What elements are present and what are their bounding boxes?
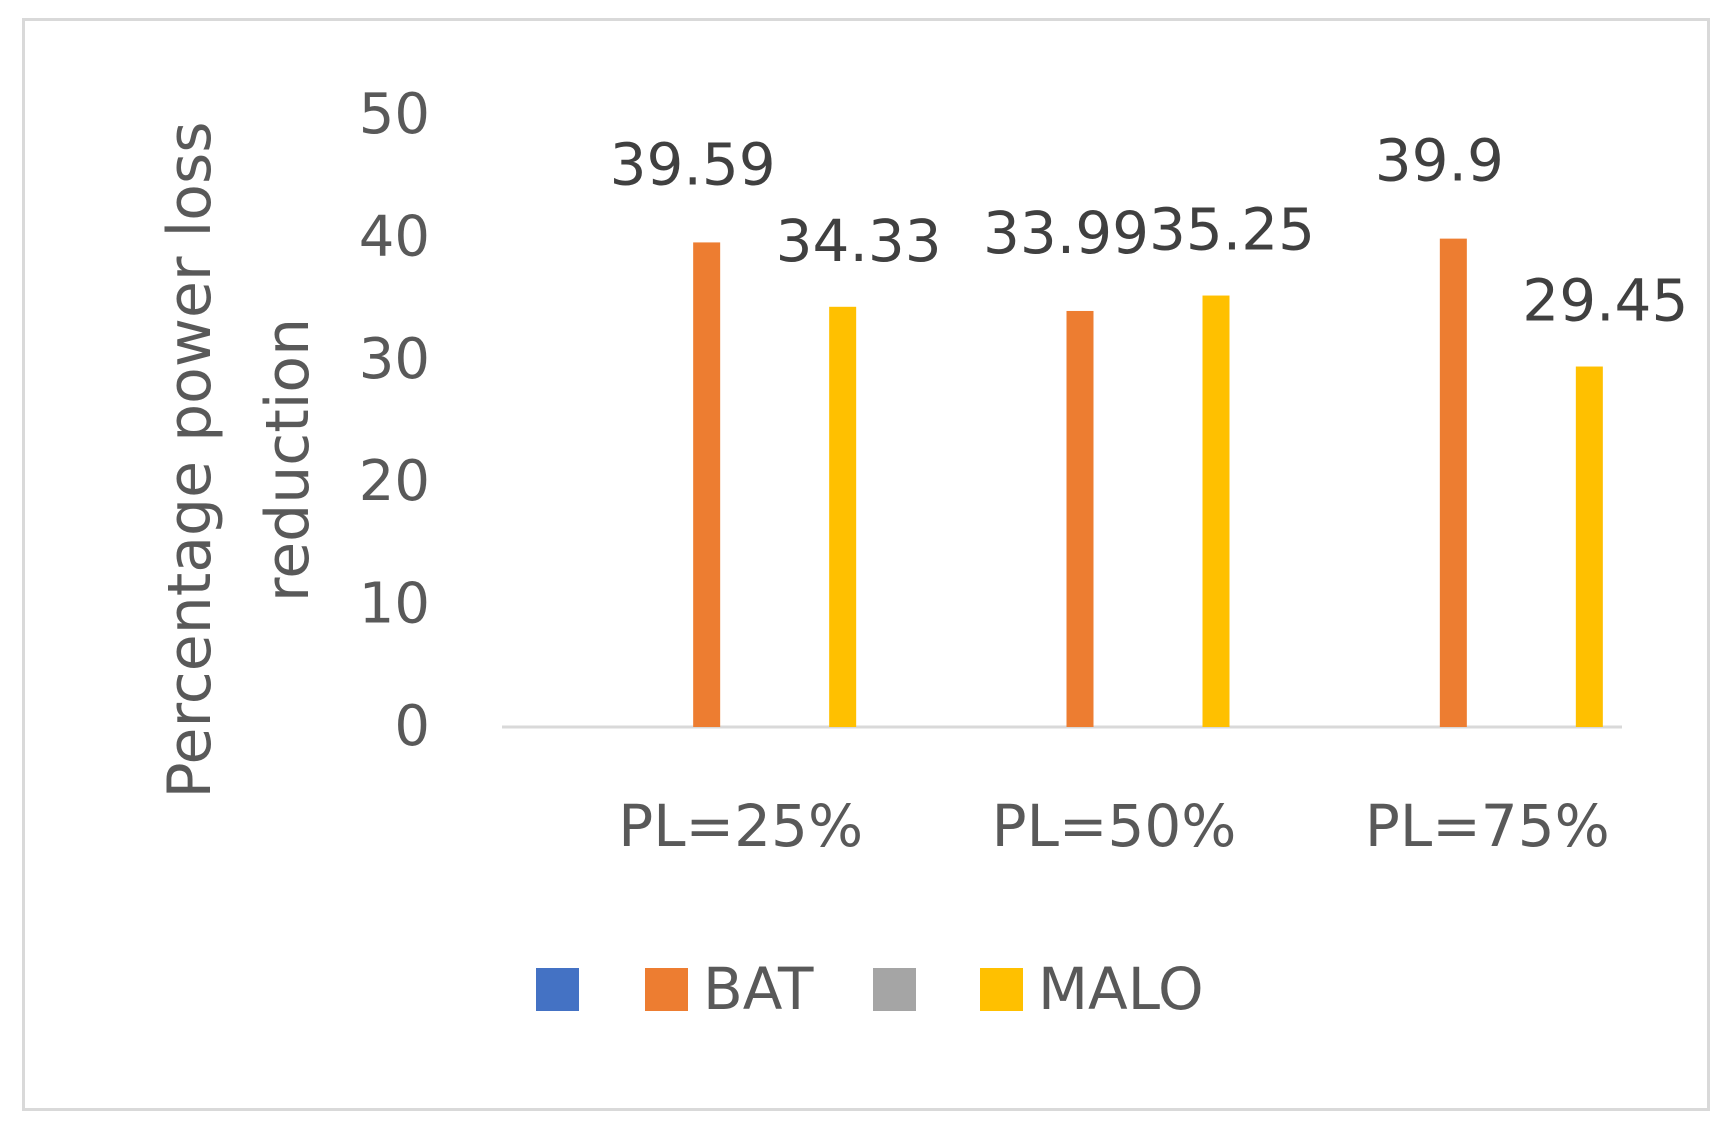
legend-label: BAT [703,955,814,1023]
legend: BAT MALO [536,955,1204,1023]
x-axis-tick-labels: PL=25% PL=50% PL=75% [618,792,1609,860]
y-axis-ticks: 0 10 20 30 40 50 [359,82,430,759]
data-label: 39.9 [1375,127,1504,195]
legend-swatch [645,968,688,1011]
x-tick-label: PL=75% [1365,792,1610,860]
data-label: 29.45 [1522,267,1688,335]
y-tick-label: 30 [359,327,430,392]
legend-swatch [980,968,1023,1011]
y-tick-label: 50 [359,82,430,147]
bar-malo-3 [1575,366,1603,727]
y-tick-label: 20 [359,449,430,514]
chart-frame [22,18,1710,1111]
bar-bat-3 [1439,238,1467,727]
bar-malo-1 [829,306,857,727]
legend-swatch [536,968,579,1011]
data-label: 35.25 [1149,196,1315,264]
data-label: 33.99 [983,199,1149,267]
y-axis-title-line: Percentage power loss [155,121,225,798]
bar-bat-2 [1066,310,1094,727]
bars [693,238,1603,727]
y-tick-label: 10 [359,572,430,637]
data-label: 39.59 [610,130,776,198]
y-tick-label: 0 [394,694,430,759]
y-axis-title: Percentage power loss reduction [155,121,323,798]
bar-bat-1 [693,242,721,727]
y-tick-label: 40 [359,204,430,269]
bar-malo-2 [1202,295,1230,727]
x-tick-label: PL=25% [618,792,863,860]
y-axis-title-line: reduction [253,318,323,602]
legend-swatch [873,968,916,1011]
data-label: 34.33 [776,207,942,275]
x-tick-label: PL=50% [992,792,1237,860]
legend-label: MALO [1038,955,1204,1023]
